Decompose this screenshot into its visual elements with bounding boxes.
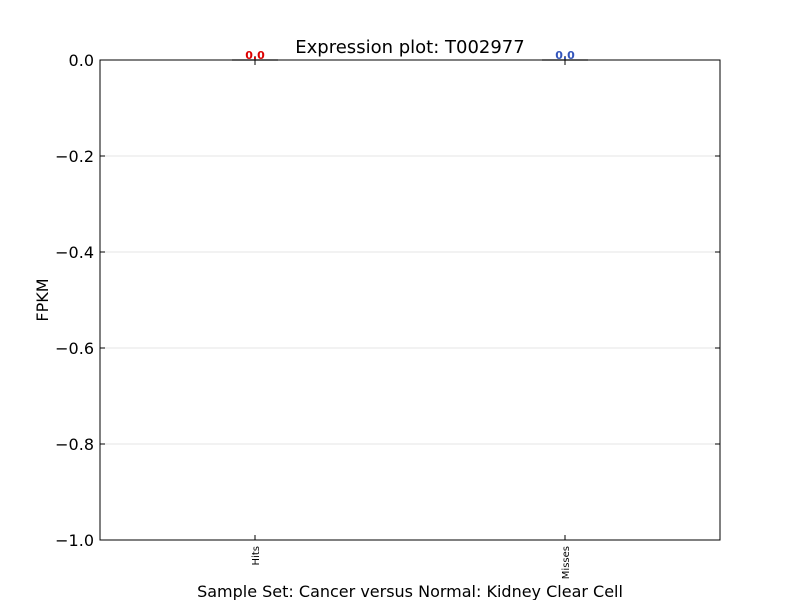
y-tick-label: −0.2	[55, 147, 94, 166]
y-tick-label: −1.0	[55, 531, 94, 550]
y-tick-label: −0.6	[55, 339, 94, 358]
x-tick-label: Hits	[251, 546, 262, 565]
y-tick-label: 0.0	[69, 51, 94, 70]
grid-layer	[100, 155, 720, 445]
x-axis-label: Sample Set: Cancer versus Normal: Kidney…	[197, 582, 623, 600]
data-label: 0.0	[245, 49, 265, 62]
y-tick-label: −0.4	[55, 243, 94, 262]
axes-layer: 0.0 −0.2 −0.4 −0.6 −0.8 −1.0 Hits Misses	[55, 51, 720, 579]
plot-frame	[99, 59, 721, 541]
data-label: 0.0	[555, 49, 575, 62]
y-axis-label: FPKM	[33, 278, 52, 321]
y-tick-label: −0.8	[55, 435, 94, 454]
x-tick-label: Misses	[561, 546, 572, 579]
chart-title: Expression plot: T002977	[295, 37, 524, 58]
